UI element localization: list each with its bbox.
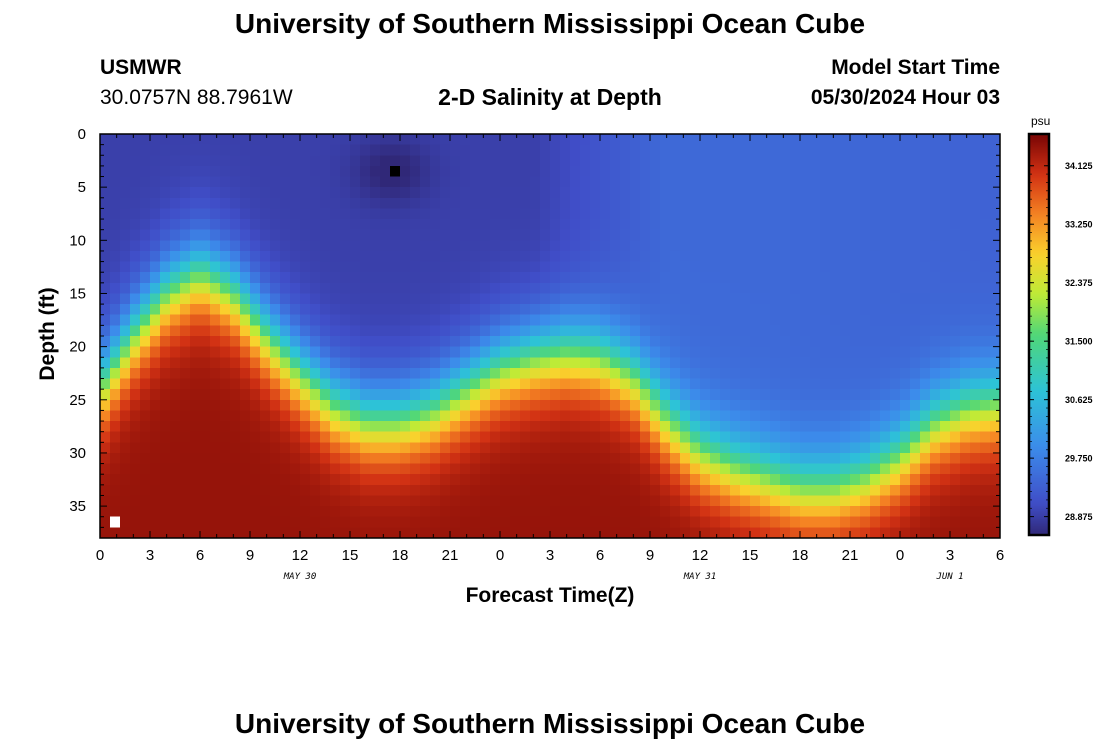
station-coordinates: 30.0757N 88.7961W — [100, 86, 293, 109]
bottom-title: University of Southern Mississippi Ocean… — [234, 708, 866, 739]
x-tick-label: 6 — [596, 547, 604, 564]
model-start-label: Model Start Time — [831, 56, 1000, 79]
x-tick-label: 0 — [896, 547, 904, 564]
x-tick-label: 15 — [342, 547, 359, 564]
y-tick-label: 25 — [69, 392, 86, 409]
y-tick-label: 5 — [78, 179, 86, 196]
colorbar-tick-label: 31.500 — [1065, 337, 1093, 347]
x-tick-label: 6 — [196, 547, 204, 564]
x-tick-label: 18 — [792, 547, 809, 564]
top-title: University of Southern Mississippi Ocean… — [234, 8, 866, 39]
y-tick-label: 20 — [69, 339, 86, 356]
salinity-heatmap — [100, 134, 1000, 538]
colorbar-unit: psu — [1031, 114, 1051, 128]
x-tick-label: 0 — [496, 547, 504, 564]
x-tick-label: 3 — [546, 547, 554, 564]
colorbar-frame — [1027, 132, 1051, 537]
x-date-label: MAY 30 — [283, 572, 317, 582]
x-tick-label: 9 — [646, 547, 654, 564]
y-axis-title: Depth (ft) — [36, 287, 59, 381]
y-tick-label: 35 — [69, 498, 86, 515]
colorbar — [1029, 134, 1049, 535]
colorbar-tick-label: 30.625 — [1065, 395, 1093, 405]
plot-frame — [99, 133, 1001, 539]
x-tick-label: 21 — [842, 547, 859, 564]
x-tick-label: 18 — [392, 547, 409, 564]
colorbar-tick-label: 33.250 — [1065, 220, 1093, 230]
model-start-value: 05/30/2024 Hour 03 — [810, 86, 1000, 109]
x-tick-label: 12 — [292, 547, 309, 564]
colorbar-tick-label: 29.750 — [1065, 454, 1093, 464]
y-tick-label: 30 — [69, 445, 86, 462]
station-name: USMWR — [100, 56, 182, 79]
y-tick-label: 10 — [69, 232, 86, 249]
colorbar-tick-label: 34.125 — [1065, 161, 1093, 171]
x-tick-label: 0 — [96, 547, 104, 564]
x-tick-label: 3 — [946, 547, 954, 564]
x-axis-title: Forecast Time(Z) — [465, 584, 635, 607]
colorbar-tick-label: 28.875 — [1065, 512, 1093, 522]
y-tick-label: 0 — [78, 126, 86, 143]
y-tick-label: 15 — [69, 285, 86, 302]
x-date-label: JUN 1 — [935, 572, 963, 582]
x-tick-label: 9 — [246, 547, 254, 564]
plot-title: 2-D Salinity at Depth — [438, 84, 662, 110]
x-tick-label: 15 — [742, 547, 759, 564]
x-tick-label: 6 — [996, 547, 1004, 564]
x-tick-label: 21 — [442, 547, 459, 564]
x-tick-label: 3 — [146, 547, 154, 564]
colorbar-tick-label: 32.375 — [1065, 278, 1093, 288]
x-tick-label: 12 — [692, 547, 709, 564]
x-date-label: MAY 31 — [683, 572, 717, 582]
